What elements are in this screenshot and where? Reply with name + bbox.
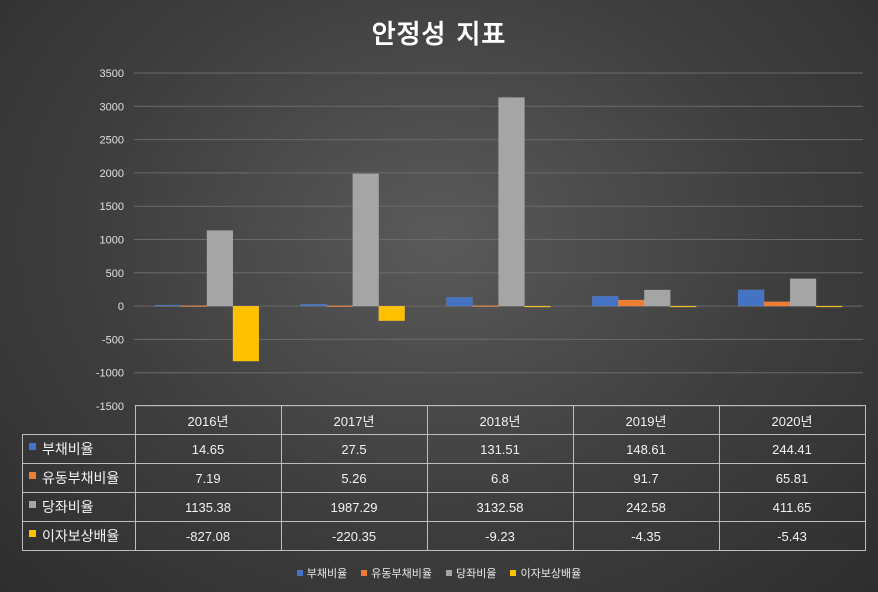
table-corner xyxy=(22,405,136,435)
bar-3-3 xyxy=(670,305,697,308)
table-series-label: 부채비율 xyxy=(22,434,136,464)
table-cell: 131.51 xyxy=(426,434,574,464)
table-cell: 411.65 xyxy=(718,492,866,522)
series-name: 당좌비율 xyxy=(42,499,94,515)
bar-3-1 xyxy=(378,305,405,322)
legend-swatch-icon xyxy=(446,570,452,576)
table-cell: -9.23 xyxy=(426,521,574,551)
bar-2-0 xyxy=(206,230,234,307)
bar-1-2 xyxy=(472,305,499,307)
bar-0-1 xyxy=(300,304,327,307)
bar-1-0 xyxy=(180,305,208,307)
table-cell: -4.35 xyxy=(572,521,720,551)
table-cell: 148.61 xyxy=(572,434,720,464)
y-tick-label: 3500 xyxy=(100,68,124,80)
legend-label: 이자보상배율 xyxy=(520,567,582,580)
table-row: 부채비율 14.65 27.5 131.51 148.61 244.41 xyxy=(22,434,866,464)
y-tick-label: -500 xyxy=(102,334,124,346)
table-body: 부채비율 14.65 27.5 131.51 148.61 244.41 유동부채비율 7.1… xyxy=(22,434,866,551)
bar-0-2 xyxy=(446,297,473,307)
bar-1-1 xyxy=(326,305,353,307)
bar-1-4 xyxy=(763,301,791,307)
bar-0-3 xyxy=(592,295,619,307)
table-series-label: 당좌비율 xyxy=(22,492,136,522)
table-cell: -5.43 xyxy=(718,521,866,551)
series-swatch-icon xyxy=(29,501,36,508)
table-cell: 14.65 xyxy=(134,434,282,464)
table-category-header: 2020년 xyxy=(718,405,866,435)
y-tick-label: 2000 xyxy=(100,168,124,180)
table-cell: 27.5 xyxy=(280,434,428,464)
series-swatch-icon xyxy=(29,443,36,450)
bar-1-3 xyxy=(618,299,645,307)
legend-swatch-icon xyxy=(296,570,303,576)
series-swatch-icon xyxy=(29,472,36,479)
bar-2-2 xyxy=(498,97,525,307)
legend-item: 유동부채비율 xyxy=(361,565,432,581)
y-tick-label: 2500 xyxy=(100,135,124,147)
table-cell: 5.26 xyxy=(280,463,428,493)
table-category-header: 2017년 xyxy=(280,405,428,435)
table-cell: 242.58 xyxy=(572,492,720,522)
table-row: 당좌비율 1135.38 1987.29 3132.58 242.58 411.65 xyxy=(22,492,866,522)
table-category-header: 2019년 xyxy=(572,405,720,435)
bar-2-1 xyxy=(352,173,379,307)
y-tick-label: 3000 xyxy=(100,101,124,113)
table-row: 유동부채비율 7.19 5.26 6.8 91.7 65.81 xyxy=(22,463,866,493)
legend-label: 당좌비율 xyxy=(456,567,497,580)
legend-swatch-icon xyxy=(361,570,368,576)
table-cell: 1987.29 xyxy=(280,492,428,522)
legend-item: 이자보상배율 xyxy=(510,565,581,581)
table-cell: -220.35 xyxy=(280,521,428,551)
table-category-header: 2018년 xyxy=(426,405,574,435)
chart-title: 안정성 지표 xyxy=(371,20,507,50)
bar-0-0 xyxy=(154,304,182,307)
series-name: 이자보상배율 xyxy=(42,528,120,544)
y-tick-label: 500 xyxy=(106,268,124,280)
bar-3-0 xyxy=(232,305,260,362)
y-tick-label: -1000 xyxy=(96,368,124,380)
data-table: 2016년 2017년 2018년 2019년 2020년 부채비율 14.65 27.5 1… xyxy=(22,405,866,551)
bar-0-4 xyxy=(737,289,765,307)
legend: 부채비율 유동부채비율 당좌비율 이자보상배율 xyxy=(0,565,878,581)
table-row: 이자보상배율 -827.08 -220.35 -9.23 -4.35 -5.43 xyxy=(22,521,866,551)
series-name: 유동부채비율 xyxy=(42,470,120,486)
series-name: 부채비율 xyxy=(42,441,94,457)
table-cell: 244.41 xyxy=(718,434,866,464)
series-swatch-icon xyxy=(29,530,36,537)
legend-item: 당좌비율 xyxy=(446,565,496,581)
table-cell: 3132.58 xyxy=(426,492,574,522)
bar-3-2 xyxy=(524,305,551,308)
bar-2-4 xyxy=(789,278,817,307)
table-cell: -827.08 xyxy=(134,521,282,551)
legend-swatch-icon xyxy=(510,570,517,576)
y-tick-label: 0 xyxy=(118,301,124,313)
table-series-label: 유동부채비율 xyxy=(22,463,136,493)
bar-3-4 xyxy=(815,305,843,308)
table-header-row: 2016년 2017년 2018년 2019년 2020년 xyxy=(22,405,866,435)
bar-2-3 xyxy=(644,289,671,307)
table-category-header: 2016년 xyxy=(134,405,282,435)
table-cell: 6.8 xyxy=(426,463,574,493)
legend-label: 유동부채비율 xyxy=(371,567,432,580)
legend-label: 부채비율 xyxy=(306,567,348,580)
table-series-label: 이자보상배율 xyxy=(22,521,136,551)
legend-item: 부채비율 xyxy=(296,565,348,581)
table-cell: 91.7 xyxy=(572,463,720,493)
table-cell: 1135.38 xyxy=(134,492,282,522)
table-cell: 7.19 xyxy=(134,463,282,493)
y-tick-label: 1000 xyxy=(100,235,124,247)
table-cell: 65.81 xyxy=(718,463,866,493)
y-tick-label: 1500 xyxy=(100,201,124,213)
